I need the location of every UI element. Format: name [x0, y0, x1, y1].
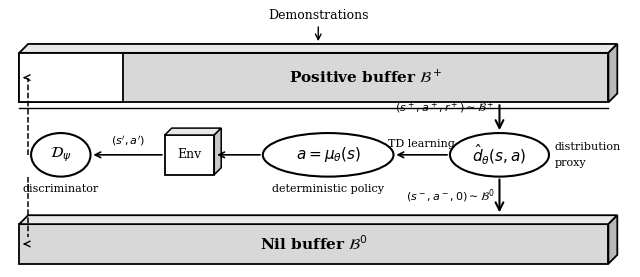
Text: Env: Env — [177, 148, 202, 161]
Ellipse shape — [450, 133, 549, 177]
Text: $\mathcal{D}_\psi$: $\mathcal{D}_\psi$ — [50, 145, 72, 164]
Polygon shape — [164, 135, 214, 175]
Text: $\hat{d}_\theta(s, a)$: $\hat{d}_\theta(s, a)$ — [472, 143, 527, 167]
Text: $(s^-, a^-, 0) \sim \mathcal{B}^0$: $(s^-, a^-, 0) \sim \mathcal{B}^0$ — [406, 187, 495, 205]
Text: $a = \mu_\theta(s)$: $a = \mu_\theta(s)$ — [296, 145, 361, 164]
Text: deterministic policy: deterministic policy — [272, 184, 384, 194]
Text: Positive buffer $\mathcal{B}^+$: Positive buffer $\mathcal{B}^+$ — [289, 69, 443, 86]
Polygon shape — [164, 128, 221, 135]
Polygon shape — [19, 53, 609, 102]
Text: discriminator: discriminator — [22, 184, 99, 194]
Polygon shape — [19, 215, 618, 224]
Polygon shape — [19, 224, 609, 264]
Polygon shape — [19, 53, 123, 102]
Text: $(s^\prime, a^\prime)$: $(s^\prime, a^\prime)$ — [111, 134, 145, 148]
Text: Nil buffer $\mathcal{B}^0$: Nil buffer $\mathcal{B}^0$ — [260, 235, 368, 253]
Text: TD learning: TD learning — [388, 139, 455, 149]
Text: proxy: proxy — [555, 158, 586, 168]
Text: Demonstrations: Demonstrations — [268, 9, 369, 22]
Polygon shape — [214, 128, 221, 175]
Polygon shape — [609, 215, 618, 264]
Polygon shape — [19, 44, 618, 53]
Ellipse shape — [263, 133, 394, 177]
Text: $(s^+, a^+, r^+) \sim \mathcal{B}^+$: $(s^+, a^+, r^+) \sim \mathcal{B}^+$ — [395, 100, 495, 116]
Text: distribution: distribution — [555, 142, 621, 152]
Polygon shape — [609, 44, 618, 102]
Ellipse shape — [31, 133, 90, 177]
